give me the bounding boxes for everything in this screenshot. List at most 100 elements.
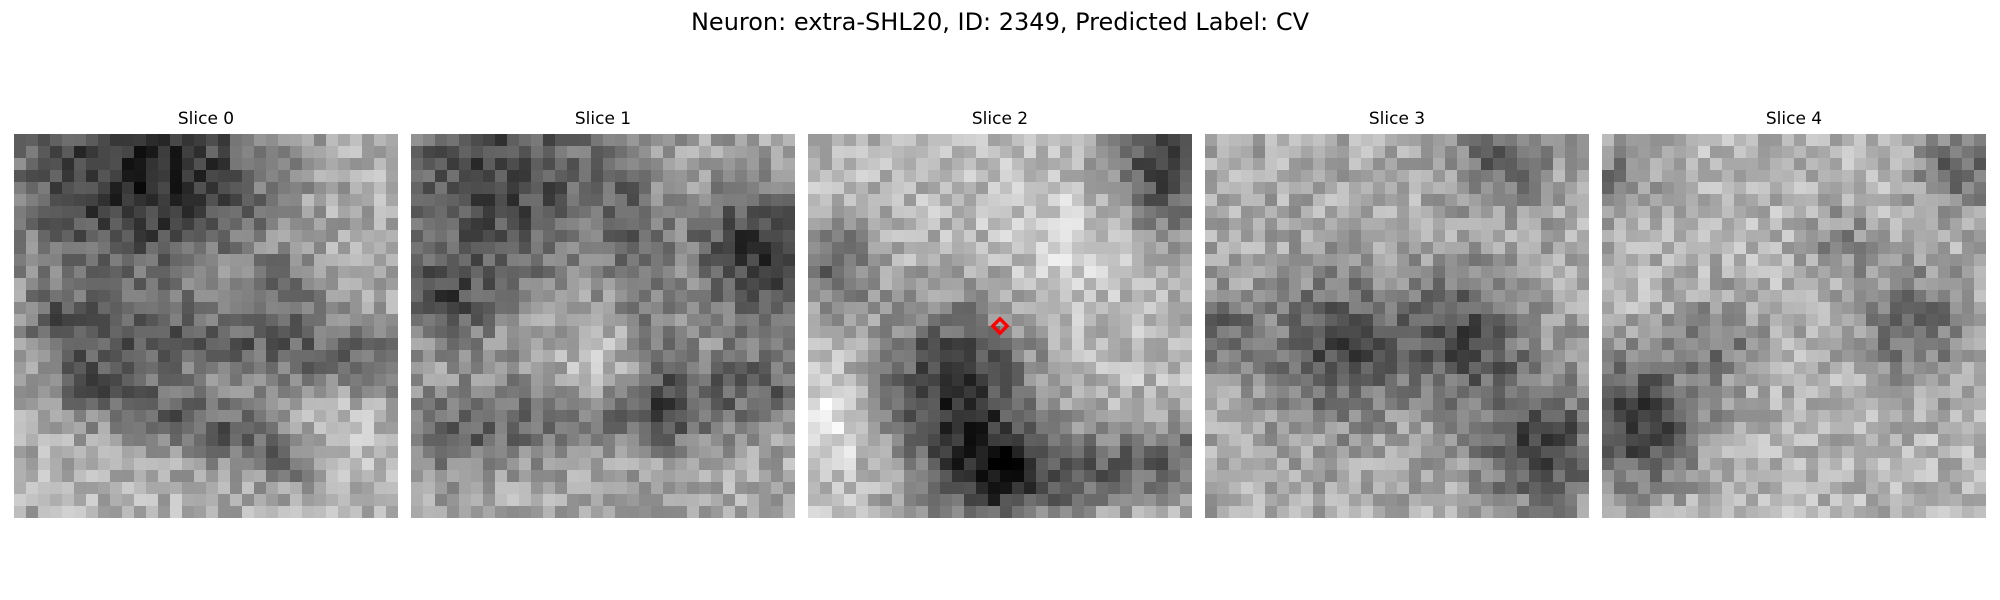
pixel (735, 146, 748, 159)
pixel (26, 494, 39, 507)
pixel (411, 434, 424, 447)
pixel (411, 158, 424, 171)
pixel (603, 218, 616, 231)
pixel (146, 338, 159, 351)
pixel (206, 386, 219, 399)
pixel (964, 206, 977, 219)
pixel (880, 242, 893, 255)
pixel (1830, 422, 1843, 435)
pixel (1397, 434, 1410, 447)
pixel (290, 362, 303, 375)
pixel (699, 314, 712, 327)
pixel (1770, 458, 1783, 471)
pixel (832, 278, 845, 291)
pixel (1385, 398, 1398, 411)
pixel (278, 494, 291, 507)
pixel (651, 362, 664, 375)
pixel (952, 290, 965, 303)
pixel (579, 278, 592, 291)
pixel (146, 398, 159, 411)
pixel (1950, 266, 1963, 279)
pixel (519, 386, 532, 399)
pixel (26, 254, 39, 267)
pixel (350, 194, 363, 207)
pixel (1565, 302, 1578, 315)
pixel (314, 194, 327, 207)
pixel (1806, 326, 1819, 339)
pixel (615, 338, 628, 351)
pixel (783, 290, 795, 303)
pixel (976, 482, 989, 495)
pixel (1241, 470, 1254, 483)
pixel (988, 458, 1001, 471)
pixel (1156, 482, 1169, 495)
pixel (723, 266, 736, 279)
pixel (687, 482, 700, 495)
pixel (1241, 362, 1254, 375)
pixel (471, 350, 484, 363)
pixel (1385, 290, 1398, 303)
pixel (1710, 182, 1723, 195)
pixel (1794, 254, 1807, 267)
pixel (110, 170, 123, 183)
pixel (206, 398, 219, 411)
pixel (1914, 278, 1927, 291)
pixel (1120, 398, 1133, 411)
pixel (459, 362, 472, 375)
pixel (146, 278, 159, 291)
pixel (1854, 266, 1867, 279)
pixel (483, 422, 496, 435)
pixel (808, 242, 821, 255)
pixel (1084, 134, 1097, 147)
pixel (1397, 506, 1410, 518)
pixel (711, 410, 724, 423)
pixel (1746, 134, 1759, 147)
pixel (1325, 254, 1338, 267)
pixel (134, 470, 147, 483)
pixel (459, 410, 472, 423)
pixel (1878, 170, 1891, 183)
pixel (1253, 434, 1266, 447)
pixel (302, 230, 315, 243)
pixel (579, 134, 592, 147)
pixel (483, 302, 496, 315)
pixel (1890, 206, 1903, 219)
pixel (1806, 158, 1819, 171)
pixel (1012, 218, 1025, 231)
pixel (1120, 482, 1133, 495)
pixel (1794, 266, 1807, 279)
pixel (146, 410, 159, 423)
pixel (194, 482, 207, 495)
pixel (1361, 434, 1374, 447)
pixel (1565, 398, 1578, 411)
pixel (579, 482, 592, 495)
pixel (1481, 278, 1494, 291)
pixel (1253, 170, 1266, 183)
pixel (687, 182, 700, 195)
pixel (1060, 302, 1073, 315)
pixel (1132, 242, 1145, 255)
pixel (1277, 494, 1290, 507)
pixel (1337, 482, 1350, 495)
pixel (14, 422, 27, 435)
pixel (832, 410, 845, 423)
pixel (615, 482, 628, 495)
pixel (844, 266, 857, 279)
pixel (507, 446, 520, 459)
pixel (1746, 158, 1759, 171)
pixel (1445, 338, 1458, 351)
pixel (1493, 266, 1506, 279)
pixel (1180, 134, 1192, 147)
pixel (747, 506, 760, 518)
pixel (1493, 254, 1506, 267)
pixel (350, 206, 363, 219)
pixel (1842, 326, 1855, 339)
pixel (98, 470, 111, 483)
pixel (230, 350, 243, 363)
pixel (1698, 134, 1711, 147)
pixel (302, 434, 315, 447)
pixel (519, 278, 532, 291)
pixel (1036, 350, 1049, 363)
pixel (1313, 302, 1326, 315)
pixel (1361, 194, 1374, 207)
